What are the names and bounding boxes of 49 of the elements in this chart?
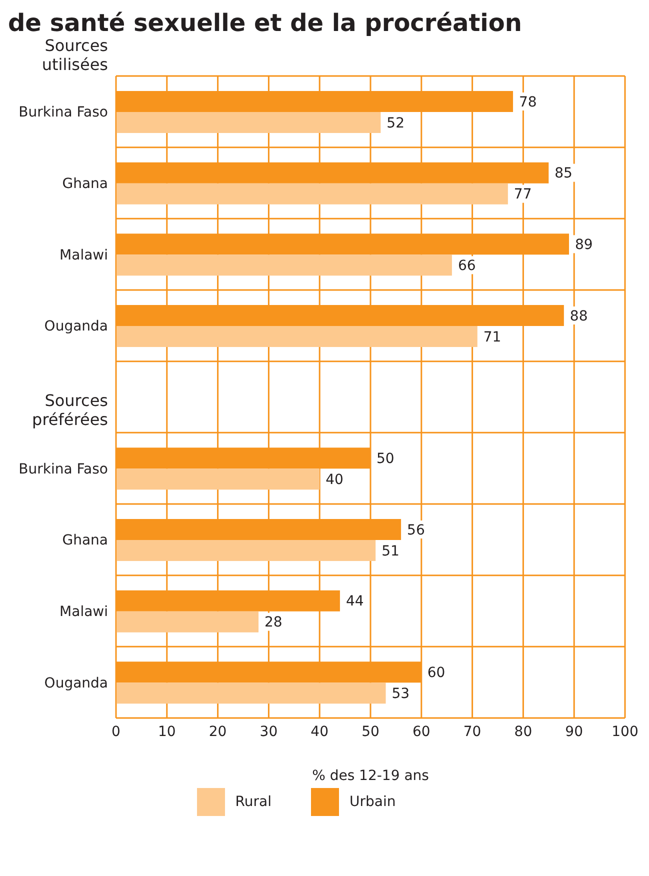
bar <box>116 540 376 561</box>
y-tick-label: Burkina Faso <box>18 104 108 121</box>
x-tick-label: 30 <box>260 724 278 740</box>
x-tick-label: 0 <box>112 724 120 740</box>
data-label: 77 <box>514 186 532 203</box>
x-axis-title: % des 12-19 ans <box>312 768 429 784</box>
x-tick-label: 60 <box>412 724 430 740</box>
legend-label: Urbain <box>349 794 396 810</box>
y-tick-label: Ouganda <box>44 318 108 335</box>
bar <box>116 611 259 632</box>
data-label: 40 <box>326 472 344 488</box>
bar <box>116 326 478 347</box>
y-tick-label: Malawi <box>60 604 108 620</box>
x-tick-label: 80 <box>514 724 532 740</box>
y-tick-label: Ouganda <box>44 675 108 692</box>
x-tick-label: 90 <box>565 724 584 740</box>
bar <box>116 468 320 490</box>
data-label: 56 <box>407 522 425 538</box>
bar <box>116 112 381 133</box>
data-label: 44 <box>346 594 364 610</box>
x-tick-label: 40 <box>310 724 329 740</box>
bar <box>116 183 508 204</box>
x-tick-label: 50 <box>362 724 380 740</box>
data-label: 88 <box>570 308 588 324</box>
x-tick-label: 10 <box>158 724 176 740</box>
source-note: Sources préférées <box>31 391 108 429</box>
data-label: 89 <box>575 236 593 253</box>
bar <box>116 682 386 704</box>
y-tick-label: Ghana <box>62 176 108 192</box>
data-label: 78 <box>519 94 537 110</box>
data-label: 53 <box>392 686 410 702</box>
data-label: 66 <box>458 258 476 274</box>
x-tick-label: 100 <box>612 724 638 740</box>
data-label: 52 <box>386 115 405 132</box>
bar <box>116 254 452 276</box>
source-note: Sources utilisées <box>40 36 108 74</box>
chart-title: de santé sexuelle et de la procréation <box>8 8 523 38</box>
data-label: 60 <box>427 664 446 681</box>
x-tick-label: 20 <box>208 724 227 740</box>
data-label: 85 <box>554 166 572 182</box>
data-label: 51 <box>382 543 400 560</box>
data-label: 71 <box>483 329 502 346</box>
data-label: 50 <box>376 450 394 467</box>
y-tick-label: Ghana <box>62 532 108 549</box>
x-tick-label: 70 <box>463 724 482 740</box>
data-label: 28 <box>264 614 282 631</box>
legend-label: Rural <box>235 794 272 810</box>
y-tick-label: Malawi <box>60 247 108 264</box>
y-tick-label: Burkina Faso <box>18 461 108 478</box>
